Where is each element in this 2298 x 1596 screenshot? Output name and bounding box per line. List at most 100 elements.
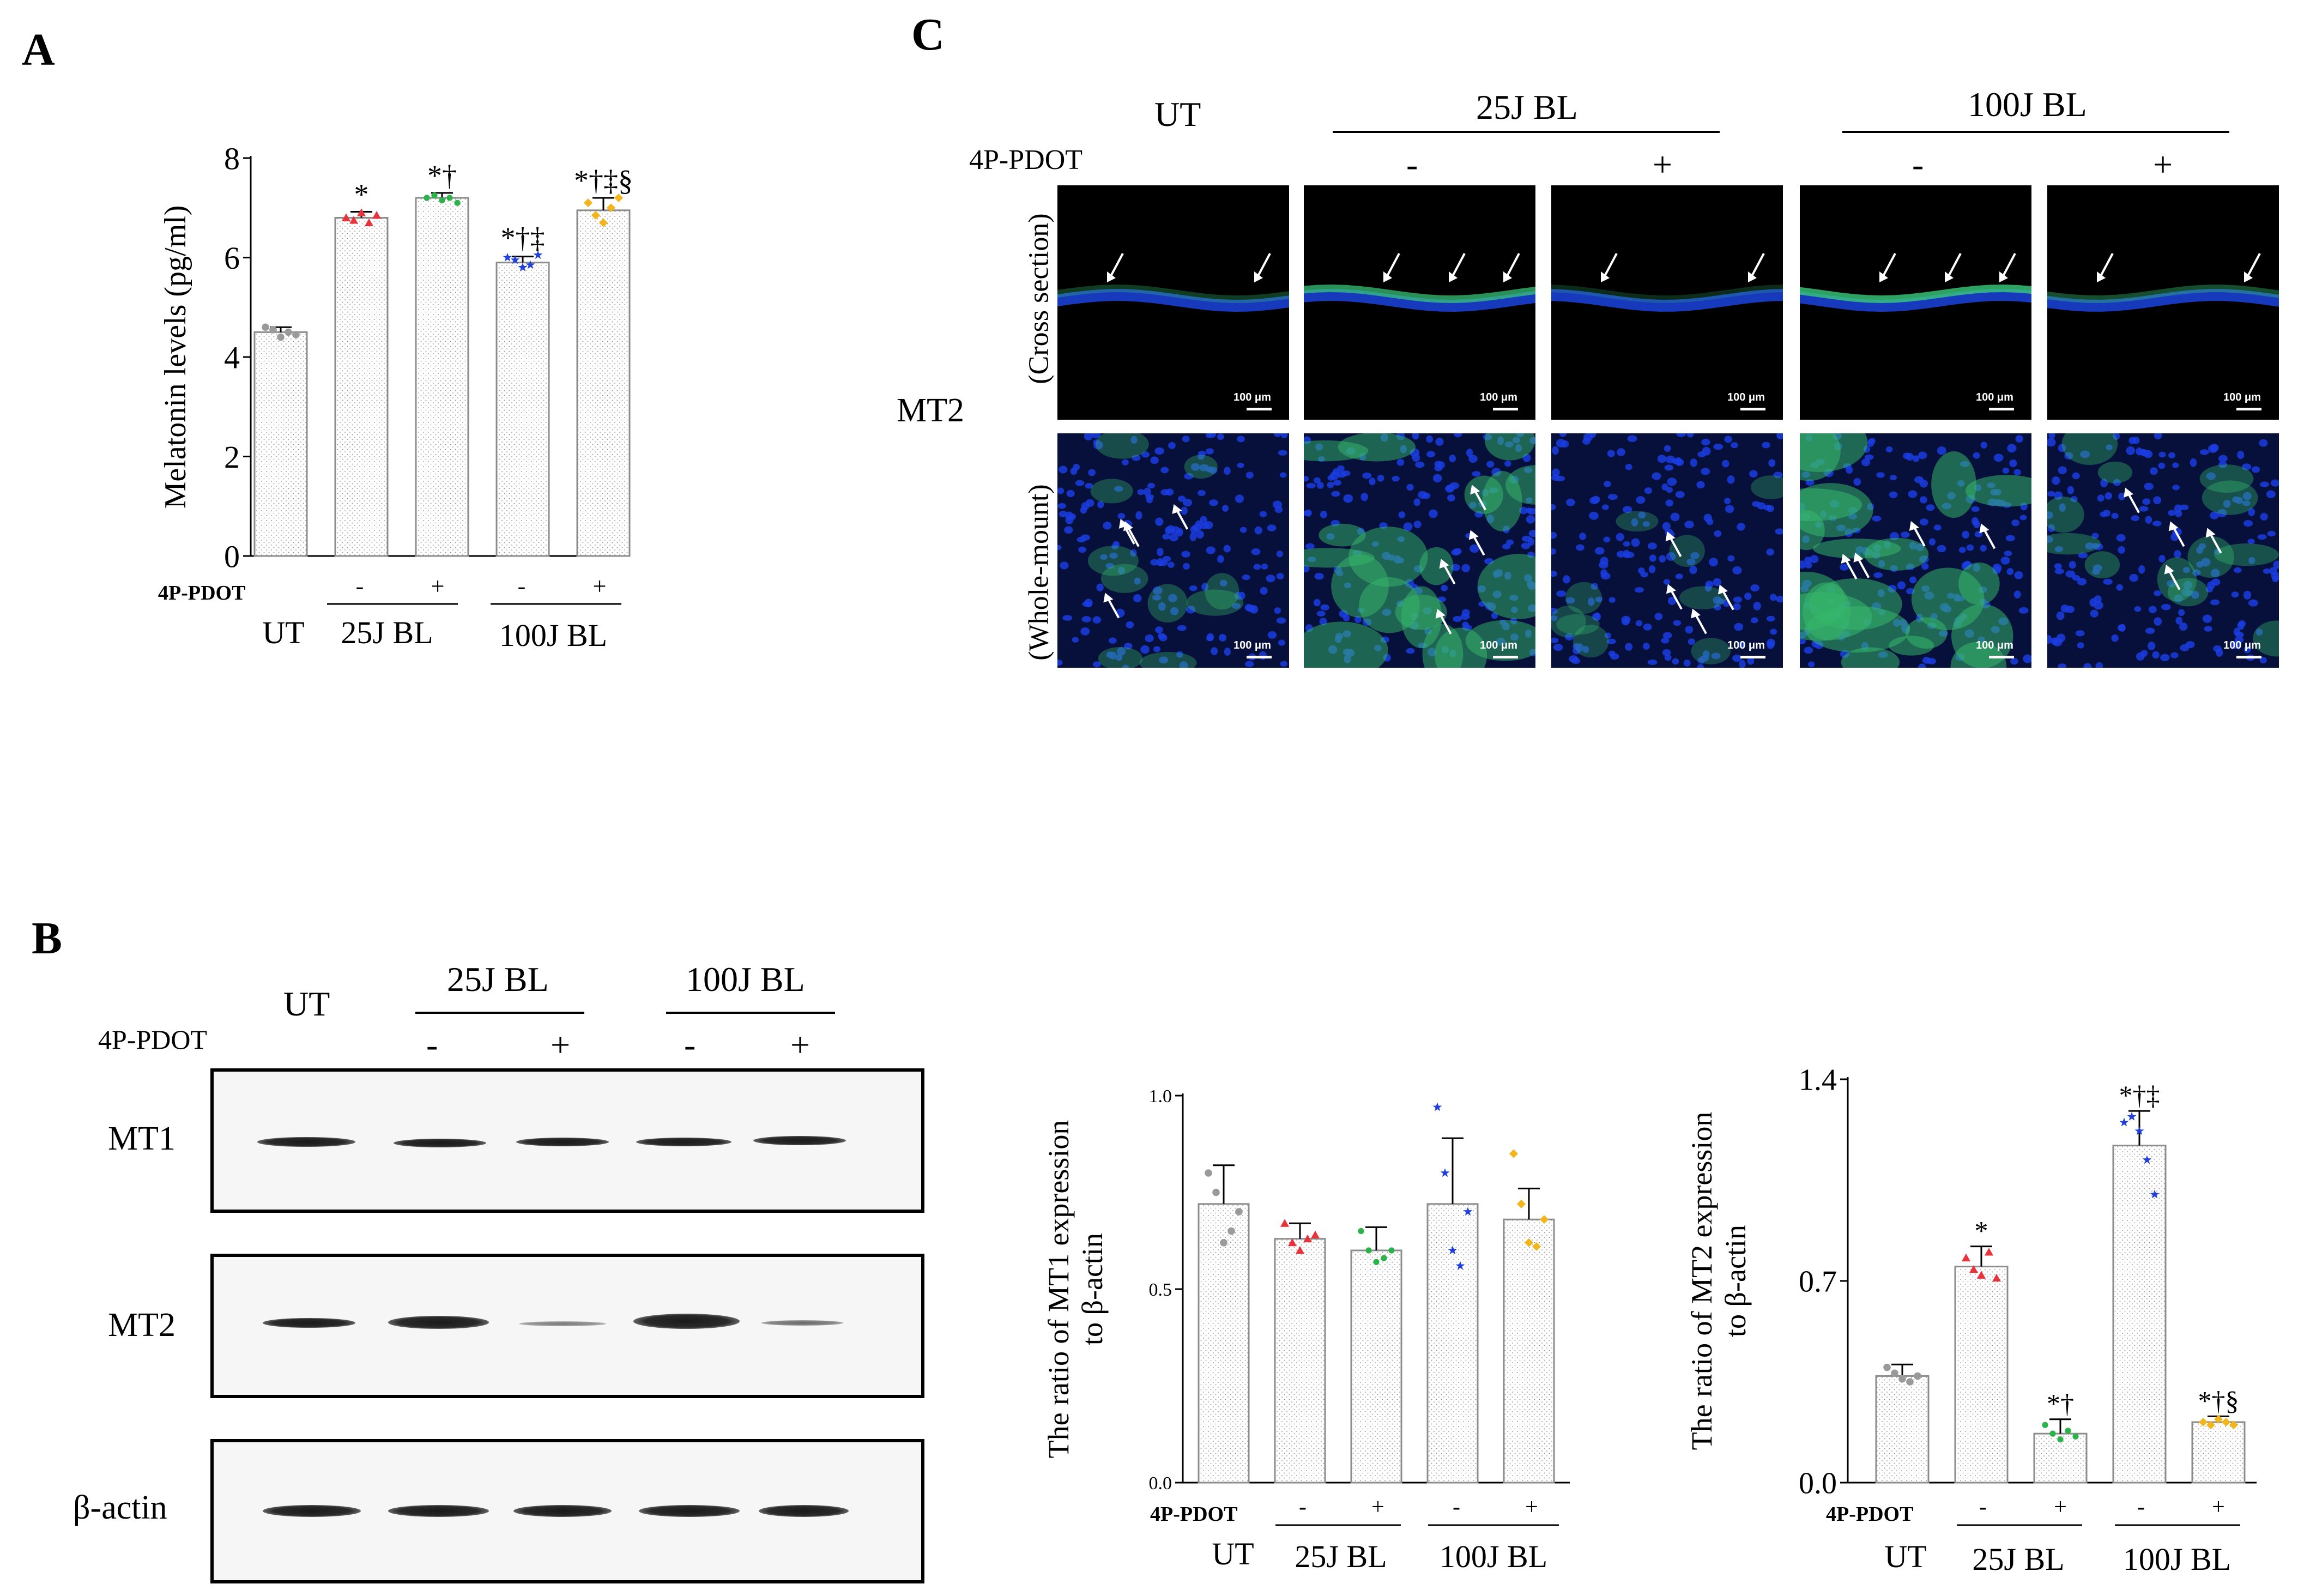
green-signal (1057, 285, 1289, 303)
micro-cross-section-image: 100 μm (1800, 185, 2031, 420)
nucleus (1675, 491, 1685, 498)
nucleus (1200, 516, 1207, 525)
nucleus (2172, 485, 2180, 491)
nucleus (2182, 567, 2191, 573)
nucleus (1595, 596, 1603, 602)
blot-inhibitor-label: 4P-PDOT (98, 1024, 208, 1055)
nucleus (1122, 459, 1129, 466)
nucleus (2070, 496, 2078, 503)
bar (1503, 1218, 1555, 1484)
nucleus (2223, 500, 2231, 508)
data-point (342, 213, 350, 221)
nucleus (2206, 472, 2216, 480)
nucleus (1766, 548, 1775, 556)
nucleus (1461, 564, 1470, 572)
nucleus (1926, 504, 1935, 511)
nucleus (1305, 543, 1315, 549)
significance-label: *†‡ (501, 221, 545, 254)
nucleus (2053, 491, 2063, 500)
nucleus (1267, 631, 1277, 639)
chart-b2-plus-2: + (2212, 1495, 2225, 1520)
green-signal (2084, 551, 2120, 579)
nucleus (1672, 658, 1679, 665)
nucleus (1776, 596, 1783, 603)
data-point (372, 210, 381, 219)
tissue-band (1057, 289, 1289, 312)
nucleus (1413, 498, 1420, 506)
nucleus (1919, 496, 1927, 504)
nucleus (1085, 499, 1094, 507)
data-point (614, 194, 623, 202)
nucleus (2218, 461, 2227, 468)
y-tick-label: 0.5 (1149, 1280, 1172, 1300)
scale-bar (1493, 408, 1518, 410)
nucleus (1100, 554, 1108, 560)
nucleus (1072, 637, 1079, 643)
nucleus (1642, 643, 1650, 650)
scale-bar (1247, 656, 1272, 658)
nucleus (1251, 548, 1261, 555)
nucleus (1737, 523, 1745, 531)
data-point (1358, 1228, 1364, 1235)
green-signal (1147, 584, 1188, 623)
nucleus (2064, 452, 2073, 460)
data-point (277, 333, 285, 341)
nucleus (2018, 607, 2029, 614)
data-point (2222, 1418, 2230, 1426)
green-signal (1186, 589, 1244, 616)
nucleus (1731, 442, 1738, 449)
nucleus (2242, 500, 2251, 506)
data-point (2049, 1430, 2056, 1437)
nucleus (2131, 515, 2139, 522)
panel-a-letter: A (22, 25, 55, 75)
nucleus (1919, 518, 1928, 526)
micro-cross-section-image: 100 μm (1304, 185, 1535, 420)
arrow-head (1172, 504, 1182, 514)
nucleus (1429, 509, 1438, 518)
bar (415, 197, 469, 557)
chart-b1-ut-label: UT (1212, 1536, 1254, 1571)
significance-label: *†‡§ (574, 164, 633, 197)
data-point (1205, 1169, 1212, 1177)
nucleus (2097, 494, 2105, 502)
micro-ut-label: UT (1154, 95, 1201, 134)
nucleus (1360, 492, 1368, 501)
arrow-head (1718, 584, 1728, 595)
blot-row-mt2-label: MT2 (108, 1307, 176, 1344)
nucleus (1980, 442, 1987, 449)
nucleus (2234, 567, 2242, 573)
nucleus (1552, 468, 1560, 477)
nucleus (2211, 578, 2221, 586)
green-signal (1565, 582, 1602, 614)
nucleus (2190, 458, 2197, 467)
nucleus (1279, 472, 1287, 478)
green-signal (1395, 594, 1447, 630)
nucleus (1145, 634, 1154, 643)
data-point (365, 218, 373, 227)
nucleus (1637, 567, 1645, 574)
nucleus (1526, 507, 1533, 513)
nucleus (2144, 482, 2154, 491)
nucleus (1434, 461, 1442, 468)
nucleus (1621, 615, 1631, 624)
nucleus (1663, 579, 1670, 585)
nucleus (1446, 484, 1455, 492)
data-point (2127, 1111, 2137, 1121)
nucleus (2116, 534, 2126, 542)
nucleus (1342, 614, 1350, 621)
nucleus (1403, 522, 1413, 531)
micro-row-cross-label: (Cross section) (1023, 213, 1055, 384)
nucleus (2180, 644, 2190, 651)
nucleus (1469, 544, 1479, 553)
arrow-head (1666, 584, 1676, 594)
data-point (1992, 1273, 2001, 1282)
green-signal (1319, 523, 1366, 547)
nucleus (1111, 543, 1118, 550)
data-point (2150, 1189, 2160, 1199)
arrow-head (1254, 271, 1263, 282)
nucleus (2006, 567, 2014, 575)
micro-minus-1: - (1406, 145, 1418, 184)
nucleus (1472, 471, 1481, 477)
nucleus (2138, 565, 2145, 574)
data-point (2206, 1420, 2215, 1430)
